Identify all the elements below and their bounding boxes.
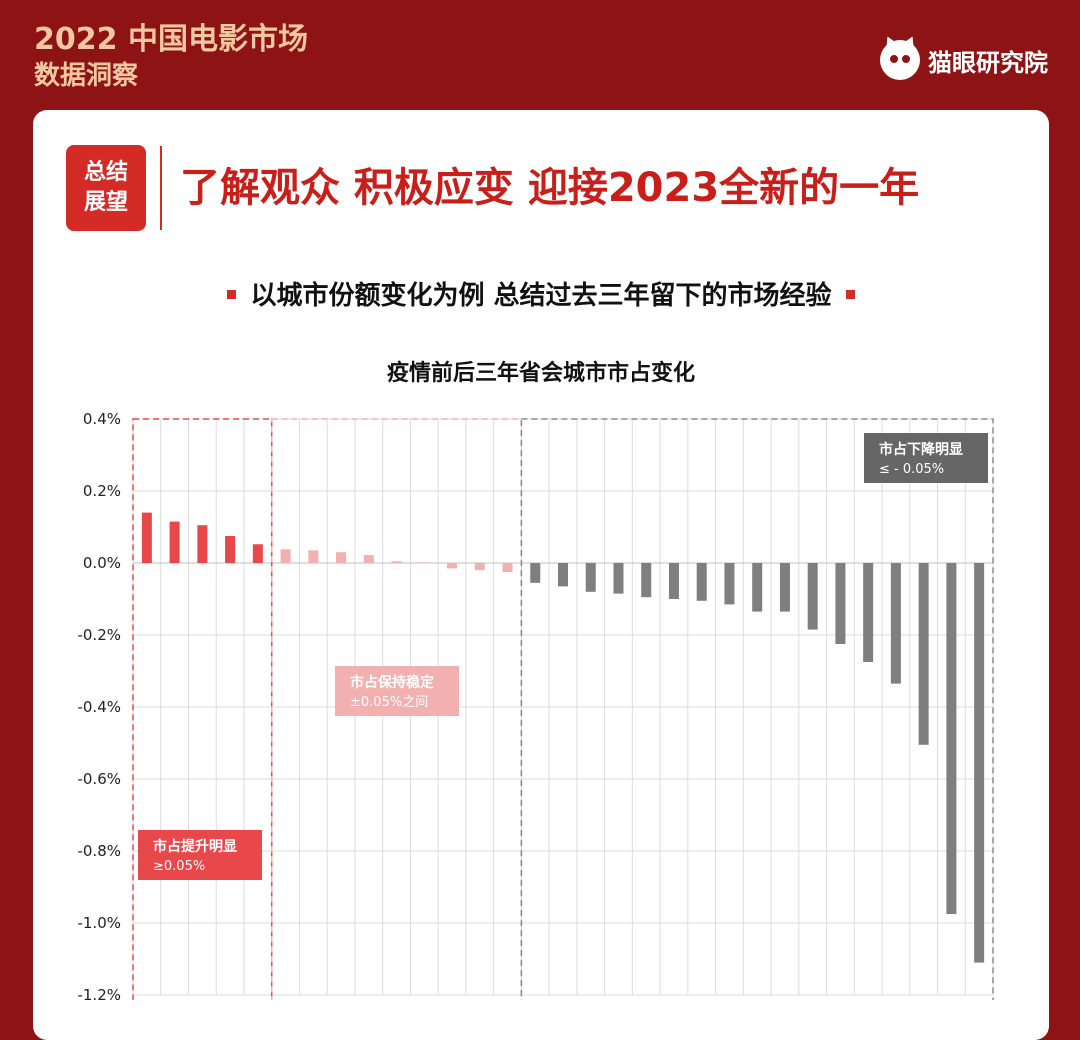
- brand: 猫眼研究院: [880, 33, 1048, 80]
- bullet-square-icon: [845, 290, 855, 299]
- bar: [447, 563, 458, 569]
- bar: [752, 563, 763, 612]
- bar: [197, 525, 208, 563]
- bar: [585, 563, 596, 592]
- group-region: [132, 418, 273, 1000]
- badge-line-2: 展望: [83, 190, 128, 215]
- bar: [807, 563, 818, 630]
- section-subheadline: 以城市份额变化为例 总结过去三年留下的市场经验: [33, 276, 1049, 316]
- bar: [558, 563, 568, 587]
- header-subtitle: 数据洞察: [34, 61, 139, 91]
- group-label: 市占下降明显: [879, 441, 963, 458]
- cat-logo-icon: [880, 33, 920, 80]
- bar: [724, 563, 735, 605]
- bar: [363, 555, 374, 563]
- bar: [613, 563, 624, 594]
- group-regions: [132, 418, 994, 1000]
- y-tick-label: -0.6%: [77, 770, 121, 788]
- y-tick-label: 0.0%: [83, 554, 121, 572]
- bar: [252, 544, 263, 563]
- y-tick-label: -0.4%: [77, 698, 121, 716]
- bar: [391, 561, 402, 563]
- bar: [668, 563, 679, 599]
- market-share-chart: 0.4% 0.2% 0.0% -0.2% -0.4% -0.6% -0.8% -1.0% -1.…: [77, 360, 994, 1000]
- badge-line-1: 总结: [83, 160, 128, 185]
- group-sublabel: ≤ - 0.05%: [879, 462, 944, 477]
- group-sublabel: ≥0.05%: [153, 859, 205, 874]
- bar: [890, 563, 901, 684]
- bar: [419, 562, 430, 564]
- group-label: 市占提升明显: [153, 838, 237, 855]
- y-axis: 0.4% 0.2% 0.0% -0.2% -0.4% -0.6% -0.8% -1.0% -1.…: [77, 410, 121, 1000]
- bar: [974, 563, 985, 963]
- group-sublabel: ±0.05%之间: [350, 695, 428, 710]
- bar: [225, 536, 236, 563]
- bar: [308, 550, 319, 563]
- bar: [141, 512, 152, 563]
- divider: [160, 146, 162, 230]
- section-headline: 了解观众 积极应变 迎接2023全新的一年: [180, 165, 920, 211]
- header-title: 2022 中国电影市场: [34, 22, 308, 57]
- content-card: 总结 展望 了解观众 积极应变 迎接2023全新的一年 以城市份额变化为例 总结…: [33, 110, 1049, 1040]
- y-tick-label: 0.2%: [83, 482, 121, 500]
- bar: [280, 549, 291, 563]
- bar: [169, 521, 180, 563]
- grid: [132, 418, 994, 996]
- bar: [474, 563, 485, 571]
- group-region: [520, 418, 994, 1000]
- bar: [530, 563, 541, 583]
- group-label-box: [335, 666, 459, 716]
- group-label-box: [138, 830, 262, 880]
- bar: [918, 563, 929, 745]
- bar: [779, 563, 790, 612]
- bar: [946, 563, 957, 914]
- bullet-square-icon: [227, 290, 237, 299]
- bar: [696, 563, 707, 601]
- y-tick-label: -0.8%: [77, 842, 121, 860]
- bars: [141, 512, 985, 963]
- group-label: 市占保持稳定: [350, 674, 434, 691]
- bar: [502, 563, 513, 572]
- bar: [336, 552, 347, 563]
- section-badge: 总结 展望: [66, 145, 146, 231]
- bar: [835, 563, 846, 644]
- brand-name: 猫眼研究院: [928, 48, 1048, 77]
- bar: [641, 563, 652, 598]
- y-tick-label: 0.4%: [83, 410, 121, 428]
- subheadline-text: 以城市份额变化为例 总结过去三年留下的市场经验: [250, 281, 832, 311]
- chart-title: 疫情前后三年省会城市市占变化: [387, 360, 695, 386]
- y-tick-label: -1.0%: [77, 914, 121, 932]
- group-label-box: [864, 433, 988, 483]
- y-tick-label: -0.2%: [77, 626, 121, 644]
- bar: [863, 563, 874, 662]
- group-labels: 市占提升明显 ≥0.05% 市占保持稳定 ±0.05%之间 市占下降明显 ≤ - 0.05…: [138, 433, 988, 880]
- y-tick-label: -1.2%: [77, 986, 121, 1000]
